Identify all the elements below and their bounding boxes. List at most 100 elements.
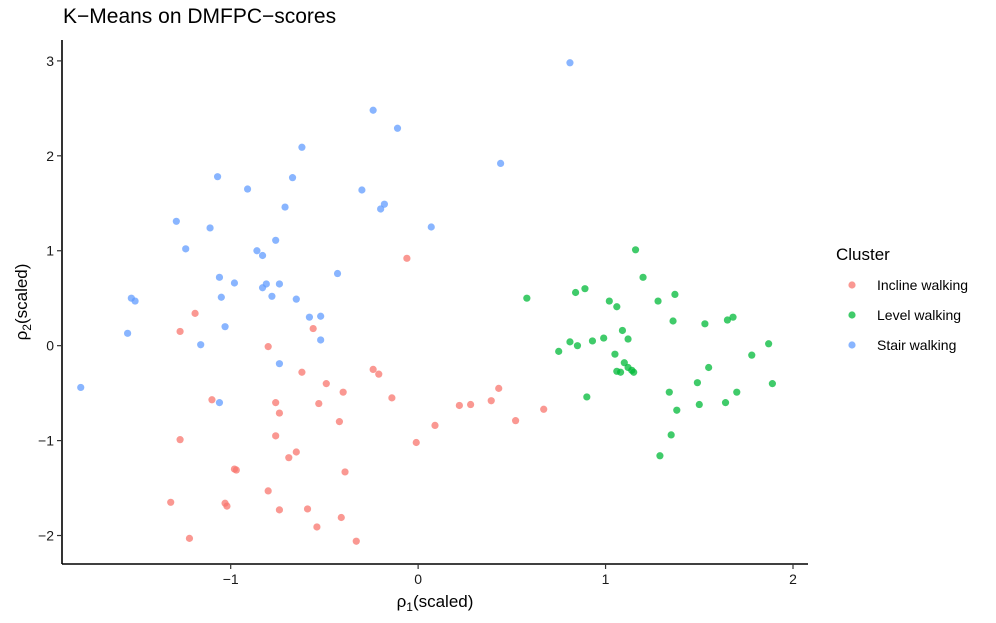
point-stair-walking	[566, 59, 574, 67]
legend-label-incline-walking: Incline walking	[877, 277, 968, 293]
point-incline-walking	[495, 384, 503, 392]
point-level-walking	[667, 431, 675, 439]
point-stair-walking	[215, 273, 224, 281]
point-incline-walking	[292, 448, 300, 456]
point-stair-walking	[268, 292, 276, 300]
point-stair-walking	[217, 293, 225, 301]
point-incline-walking	[337, 513, 345, 522]
legend-key-incline-walking	[848, 281, 856, 289]
point-incline-walking	[341, 468, 349, 476]
point-incline-walking	[275, 409, 284, 417]
point-incline-walking	[431, 421, 439, 430]
point-level-walking	[571, 288, 580, 297]
point-level-walking	[555, 347, 563, 355]
point-incline-walking	[511, 417, 520, 425]
point-stair-walking	[131, 297, 139, 305]
point-incline-walking	[313, 523, 321, 531]
y-axis-title-suffix: (scaled)	[12, 264, 31, 324]
point-incline-walking	[322, 380, 330, 388]
y-tick-label: −1	[38, 433, 54, 449]
point-level-walking	[748, 351, 756, 359]
point-level-walking	[656, 452, 664, 460]
point-incline-walking	[352, 537, 360, 545]
point-stair-walking	[497, 159, 505, 168]
point-level-walking	[671, 290, 679, 299]
point-stair-walking	[262, 280, 270, 288]
point-incline-walking	[272, 399, 280, 407]
point-level-walking	[605, 297, 613, 305]
point-incline-walking	[298, 368, 306, 376]
point-incline-walking	[264, 343, 272, 351]
point-incline-walking	[176, 327, 184, 336]
point-level-walking	[611, 350, 619, 358]
point-stair-walking	[369, 106, 377, 114]
point-level-walking	[588, 337, 597, 345]
y-axis-title-subscript: 2	[20, 324, 34, 331]
point-incline-walking	[487, 397, 495, 405]
point-stair-walking	[258, 251, 267, 260]
point-stair-walking	[182, 245, 190, 253]
point-level-walking	[721, 399, 730, 407]
x-ticks: −1 0 1 2	[223, 564, 797, 587]
x-axis-title-symbol: ρ	[397, 592, 407, 611]
x-axis-title-subscript: 1	[406, 600, 413, 614]
legend-label-stair-walking: Stair walking	[877, 337, 956, 353]
point-stair-walking	[213, 173, 222, 181]
point-level-walking	[733, 388, 741, 396]
point-incline-walking	[369, 365, 377, 373]
point-level-walking	[616, 368, 625, 376]
point-stair-walking	[281, 203, 289, 211]
point-level-walking	[523, 294, 531, 302]
point-level-walking	[639, 273, 647, 281]
point-incline-walking	[303, 505, 312, 513]
point-level-walking	[765, 340, 773, 348]
point-stair-walking	[124, 329, 132, 337]
point-stair-walking	[77, 383, 85, 392]
x-axis-title-suffix: (scaled)	[413, 592, 473, 611]
y-tick-label: 1	[46, 243, 54, 259]
x-tick-label: 2	[789, 571, 797, 587]
legend-label-level-walking: Level walking	[877, 307, 961, 323]
point-incline-walking	[223, 502, 231, 510]
point-stair-walking	[393, 124, 402, 132]
point-level-walking	[723, 316, 732, 324]
point-stair-walking	[215, 399, 224, 407]
point-incline-walking	[315, 399, 323, 408]
point-stair-walking	[317, 312, 325, 320]
point-stair-walking	[197, 341, 205, 349]
points-layer	[77, 59, 776, 545]
point-incline-walking	[339, 388, 347, 396]
point-level-walking	[654, 297, 662, 305]
point-stair-walking	[427, 223, 435, 231]
legend-title: Cluster	[836, 245, 890, 264]
point-level-walking	[768, 380, 776, 388]
chart-title: K−Means on DMFPC−scores	[63, 5, 337, 28]
point-incline-walking	[185, 534, 194, 542]
point-incline-walking	[540, 405, 548, 413]
point-stair-walking	[298, 143, 306, 151]
x-tick-label: 1	[602, 571, 610, 587]
point-level-walking	[701, 320, 709, 328]
point-stair-walking	[275, 360, 284, 368]
point-level-walking	[613, 303, 621, 311]
point-incline-walking	[412, 438, 420, 447]
point-stair-walking	[358, 186, 366, 194]
y-axis-title: ρ2(scaled)	[12, 264, 34, 341]
point-level-walking	[624, 335, 632, 343]
point-level-walking	[693, 379, 702, 387]
point-incline-walking	[272, 432, 280, 440]
point-stair-walking	[253, 247, 261, 255]
point-level-walking	[573, 342, 582, 350]
point-incline-walking	[455, 401, 463, 410]
point-stair-walking	[292, 295, 300, 303]
point-stair-walking	[206, 224, 214, 232]
point-stair-walking	[288, 174, 297, 182]
point-stair-walking	[272, 236, 280, 244]
point-incline-walking	[275, 506, 284, 514]
legend-key-stair-walking	[848, 341, 856, 349]
point-incline-walking	[230, 465, 239, 473]
point-incline-walking	[388, 394, 396, 402]
point-level-walking	[695, 400, 703, 409]
point-level-walking	[618, 326, 627, 335]
